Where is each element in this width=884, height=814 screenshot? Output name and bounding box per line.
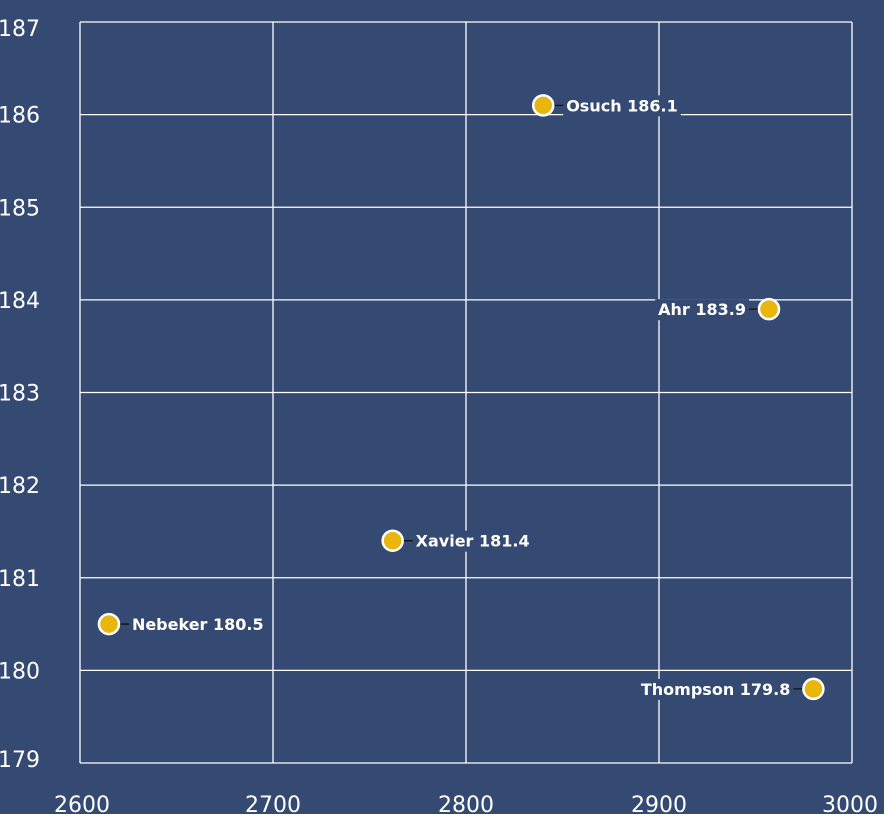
- data-label: Nebeker 180.5: [132, 615, 264, 634]
- y-tick-label: 180: [0, 659, 40, 684]
- x-tick-label: 2700: [245, 793, 301, 814]
- data-point: [381, 529, 404, 552]
- y-tick-label: 184: [0, 289, 40, 314]
- data-label: Ahr 183.9: [658, 300, 746, 319]
- data-point: [531, 94, 555, 117]
- data-label: Osuch 186.1: [566, 96, 678, 115]
- y-tick-label: 183: [0, 382, 40, 407]
- label-leaders: [108, 104, 814, 690]
- data-label: Thompson 179.8: [641, 680, 791, 699]
- x-tick-label: 2900: [631, 793, 687, 814]
- data-label-backing: [412, 530, 533, 552]
- data-labels: Osuch 186.1 Ahr 183.9 Xavier 181.4 Nebeker …: [128, 95, 794, 700]
- y-tick-label: 187: [0, 17, 40, 42]
- data-label-backing: [563, 95, 681, 117]
- data-label-backing: [128, 614, 267, 636]
- axis-ticks: 2600 2700 2800 2900 3000 179 180 181 182 183 184 18…: [0, 17, 878, 814]
- grid: [79, 21, 853, 764]
- x-tick-label: 2600: [54, 793, 110, 814]
- y-tick-label: 185: [0, 196, 40, 221]
- data-point: [757, 297, 781, 321]
- y-tick-label: 179: [0, 748, 40, 773]
- y-tick-label: 186: [0, 104, 40, 129]
- data-points: [97, 94, 825, 701]
- data-point: [802, 677, 825, 701]
- x-tick-label: 3000: [822, 793, 878, 814]
- data-label: Xavier 181.4: [416, 532, 530, 551]
- data-label-backing: [637, 678, 794, 700]
- data-label-backing: [655, 299, 750, 321]
- data-point: [97, 612, 121, 636]
- x-tick-label: 2800: [438, 793, 494, 814]
- y-tick-label: 182: [0, 474, 40, 499]
- y-tick-label: 181: [0, 567, 40, 592]
